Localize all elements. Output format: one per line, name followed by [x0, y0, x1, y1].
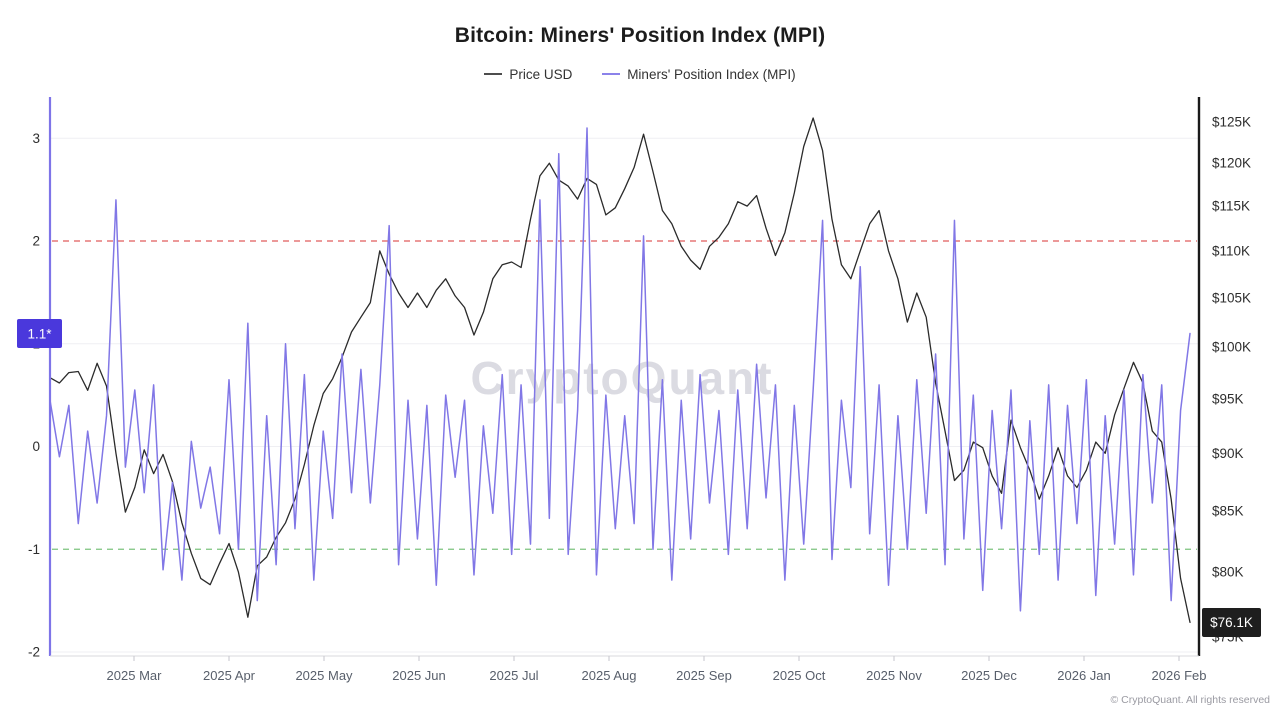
right-axis-tick-label: $95K [1212, 391, 1244, 406]
x-axis-label: 2025 Dec [961, 668, 1017, 683]
legend: Price USD Miners' Position Index (MPI) [0, 63, 1280, 82]
reference-lines [52, 240, 1197, 550]
x-axis-label: 2025 May [295, 668, 353, 683]
x-axis-label: 2025 Jun [392, 668, 446, 683]
right-axis-tick-label: $115K [1212, 199, 1250, 214]
legend-item-price[interactable]: Price USD [484, 67, 572, 82]
badge-label: $76.1K [1210, 615, 1253, 630]
price-current-value-badge [1202, 607, 1261, 637]
badge-label: 1.1* [27, 326, 52, 341]
price-legend-swatch-icon [484, 73, 503, 75]
mpi-current-value-badge [17, 318, 62, 348]
watermark: CryptoQuant [470, 352, 773, 404]
right-axis-tick-label: $110K [1212, 243, 1250, 258]
series-lines [49, 117, 1191, 624]
x-axis-label: 2025 Oct [773, 668, 826, 683]
left-axis-tick-label: 0 [32, 439, 40, 454]
left-axis-tick-label: 2 [32, 234, 40, 249]
legend-label-price: Price USD [509, 66, 573, 82]
current-value-badges: 1.1* $76.1K [17, 318, 1261, 637]
price-line[interactable] [49, 117, 1191, 624]
mpi-line[interactable] [49, 127, 1191, 612]
left-axis-tick-label: -2 [28, 645, 40, 660]
right-axis-tick-label: $100K [1212, 340, 1251, 355]
legend-item-mpi[interactable]: Miners' Position Index (MPI) [602, 66, 796, 82]
x-axis-label: 2025 Apr [203, 668, 256, 683]
gridlines [50, 137, 1199, 653]
right-axis-tick-label: $125K [1212, 115, 1251, 130]
x-axis-label: 2025 Jul [489, 668, 538, 683]
x-axis-label: 2025 Mar [107, 668, 163, 683]
chart-title: Bitcoin: Miners' Position Index (MPI) [454, 24, 826, 47]
mpi-legend-swatch-icon [602, 73, 621, 75]
legend-label-mpi: Miners' Position Index (MPI) [627, 66, 796, 82]
x-axis-label: 2025 Sep [676, 668, 732, 683]
right-axis-tick-label: $80K [1212, 565, 1244, 580]
copyright: © CryptoQuant. All rights reserved [1110, 694, 1270, 706]
right-axis-tick-label: $120K [1212, 156, 1251, 171]
x-axis-label: 2025 Nov [866, 668, 922, 683]
x-axis-label: 2025 Aug [582, 668, 637, 683]
right-axis-tick-label: $85K [1212, 503, 1244, 518]
x-axis-label: 2026 Jan [1057, 668, 1111, 683]
right-axis-tick-label: $105K [1212, 290, 1251, 305]
right-axis-tick-label: $90K [1212, 446, 1244, 461]
left-axis-tick-label: -1 [28, 542, 40, 557]
left-axis-tick-label: 3 [32, 131, 40, 146]
axis-lines [48, 97, 1201, 657]
x-axis-label: 2026 Feb [1152, 668, 1207, 683]
